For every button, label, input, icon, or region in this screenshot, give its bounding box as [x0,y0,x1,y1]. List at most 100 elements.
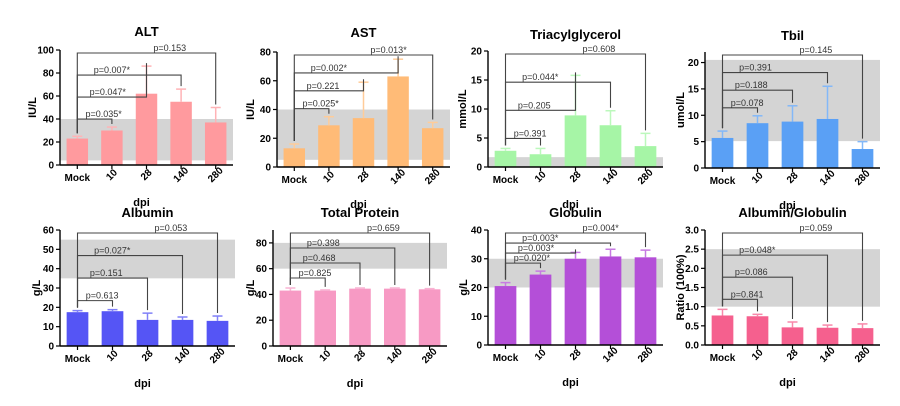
x-axis-label: dpi [350,199,367,211]
x-tick-label: 280 [420,346,440,366]
y-tick-label: 20 [471,283,483,294]
y-tick-label: 80 [256,238,268,249]
bar-280 [634,146,657,167]
bar-Mock [494,286,517,345]
p-value-label: p=0.188 [735,80,768,90]
x-tick-label: Mock [278,354,304,365]
bar-140 [599,125,622,167]
p-value-label: p=0.020* [514,253,551,263]
significance-bracket [504,53,647,146]
x-tick-label: Mock [710,176,736,187]
y-axis-label: g/L [458,279,470,296]
chart-panel-tbil: 0 5 10 15 20 Mock 10 28 140 280 Tbil dpi umol/L p=0.0… [675,28,880,212]
x-tick-label: Mock [493,175,519,186]
x-tick-label: 28 [139,167,155,183]
y-axis-label: Ratio (100%) [675,254,687,320]
significance-bracket [721,232,864,321]
x-tick-label: 28 [140,348,156,364]
bar-280 [851,328,874,345]
y-tick-label: 60 [43,226,55,237]
y-tick-label: 20 [471,47,483,58]
x-tick-label: 280 [636,345,656,365]
p-value-label: p=0.613 [86,291,119,301]
p-value-label: p=0.825 [299,268,332,278]
y-tick-label: 60 [256,264,268,275]
chart-title: Albumin/Globulin [738,205,846,220]
bar-280 [634,257,657,345]
x-tick-label: 280 [853,168,873,188]
y-tick-label: 100 [37,46,54,57]
x-axis-label: dpi [347,378,364,390]
y-tick-label: 0 [48,161,54,172]
x-tick-label: 140 [601,167,621,187]
bar-28 [781,121,804,168]
y-tick-label: 20 [260,134,272,145]
x-tick-label: 10 [321,169,337,185]
bar-280 [204,122,227,165]
y-tick-label: 3.0 [685,226,699,237]
y-axis-label: IU/L [27,97,39,118]
p-value-label: p=0.025* [302,99,339,109]
x-tick-label: 280 [206,165,226,185]
bar-10 [529,274,552,345]
y-tick-label: 10 [471,312,483,323]
significance-bracket [76,52,217,134]
chart-title: Albumin [122,205,174,220]
x-tick-label: 28 [352,348,368,364]
p-value-label: p=0.153 [153,43,186,53]
x-tick-label: 10 [750,347,766,363]
significance-bracket [721,54,864,139]
x-tick-label: Mock [493,353,519,364]
bar-280 [421,128,444,167]
chart-panel-alt: 0 20 40 60 80 100 Mock 10 28 140 280 ALT dpi IU/L p=0.… [27,24,233,209]
p-value-label: p=0.044* [522,72,559,82]
x-tick-label: 140 [601,345,621,365]
p-value-label: p=0.086 [735,267,768,277]
x-axis-label: dpi [779,200,796,212]
p-value-label: p=0.059 [800,223,833,233]
bar-Mock [279,290,302,346]
y-tick-label: 20 [43,303,55,314]
bar-10 [746,123,769,168]
bar-10 [746,316,769,345]
bar-Mock [66,138,89,165]
y-tick-label: 10 [471,105,483,116]
significance-bracket [289,232,431,286]
bar-140 [816,118,839,168]
p-value-label: p=0.841 [731,289,764,299]
p-value-label: p=0.047* [90,87,127,97]
x-tick-label: Mock [282,175,308,186]
reference-range-band [60,239,235,279]
y-tick-label: 10 [43,322,55,333]
x-tick-label: 140 [172,165,192,185]
bar-28 [564,258,587,345]
significance-bracket [293,54,434,141]
chart-panel-triacylglycerol: 0 5 10 15 20 Mock 10 28 140 280 Triacylglycerol dpi… [457,27,663,211]
chart-title: Triacylglycerol [530,27,621,42]
p-value-label: p=0.013* [370,45,407,55]
x-tick-label: 140 [385,346,405,366]
p-value-label: p=0.003* [518,243,555,253]
x-tick-label: Mock [65,354,91,365]
bar-10 [529,154,552,167]
x-tick-label: 10 [533,347,549,363]
p-value-label: p=0.608 [583,44,616,54]
y-tick-label: 2.5 [685,245,699,256]
p-value-label: p=0.468 [303,253,336,263]
y-tick-label: 0 [693,164,699,175]
significance-bracket [504,137,542,146]
y-tick-label: 2.0 [685,264,699,275]
p-value-label: p=0.007* [94,65,131,75]
significance-bracket [76,300,114,308]
p-value-label: p=0.003* [522,233,559,243]
p-value-label: p=0.048* [739,245,776,255]
p-value-label: p=0.391 [514,128,547,138]
bar-28 [349,288,371,346]
chart-title: Globulin [549,205,602,220]
y-tick-label: 40 [256,290,268,301]
y-tick-label: 5 [476,134,482,145]
bar-140 [171,319,194,346]
significance-bracket [504,232,647,280]
bar-280 [206,320,229,346]
x-tick-label: 140 [818,168,838,188]
